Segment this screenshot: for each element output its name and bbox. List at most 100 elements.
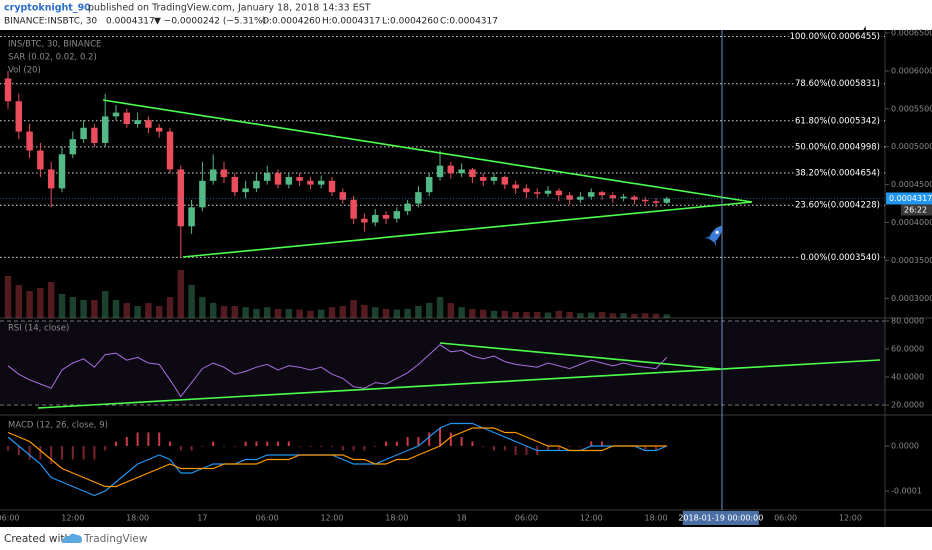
macd-histogram-bar xyxy=(352,446,355,451)
fib-label: 0.00%(0.0003540) xyxy=(800,253,880,263)
header-bg xyxy=(0,0,932,30)
footer-created: Created with xyxy=(4,533,71,545)
candle-body xyxy=(47,169,55,189)
volume-bar xyxy=(641,313,649,318)
volume-bar xyxy=(253,309,260,318)
volume-bar xyxy=(4,276,12,318)
macd-histogram-bar xyxy=(158,432,161,447)
rocket-icon xyxy=(704,225,722,247)
candle-body xyxy=(663,198,671,203)
volume-bar xyxy=(58,294,66,318)
rsi-band xyxy=(0,320,885,406)
volume-bar xyxy=(199,297,206,318)
volume-bar xyxy=(663,314,671,318)
countdown-bg xyxy=(901,204,932,216)
published: published on TradingView.com, January 18… xyxy=(88,3,371,14)
volume-bar xyxy=(566,312,573,318)
x-tick-label: 18:00 xyxy=(385,514,408,523)
fib-label: 78.60%(0.0005831) xyxy=(795,79,880,89)
candle-body xyxy=(490,177,498,181)
macd-histogram-bar xyxy=(579,446,582,447)
trendline xyxy=(439,342,721,370)
macd-title: MACD (12, 26, close, 9) xyxy=(8,421,108,431)
candle-body xyxy=(533,192,541,194)
rsi-tick-label: 80.0000 xyxy=(891,316,924,325)
volume-bar xyxy=(350,300,357,318)
candle-body xyxy=(123,112,131,124)
macd-histogram-bar xyxy=(514,446,517,456)
macd-histogram-bar xyxy=(255,441,258,447)
footer-brand[interactable]: TradingView xyxy=(83,533,148,545)
legend-item: SAR (0.02, 0.02, 0.2) xyxy=(8,53,97,63)
volume-bar xyxy=(361,304,368,318)
macd-histogram-bar xyxy=(385,441,388,447)
x-tick-label: 18:00 xyxy=(126,514,149,523)
volume-bar xyxy=(512,312,519,318)
rsi-tick-label: 20.0000 xyxy=(891,401,924,410)
change: ▼ −0.0000242 (−5.31%) xyxy=(154,17,266,27)
volume-bar xyxy=(242,307,249,318)
volume-bar xyxy=(577,313,584,318)
candle-body xyxy=(26,131,33,151)
candle-body xyxy=(58,154,66,189)
macd-histogram-bar xyxy=(28,446,31,460)
candle-body xyxy=(523,188,530,193)
macd-histogram-bar xyxy=(417,437,420,447)
fib-label: 61.80%(0.0005342) xyxy=(795,116,880,126)
macd-histogram-bar xyxy=(471,441,474,447)
candle-body xyxy=(80,127,87,140)
trendline xyxy=(37,359,881,409)
volume-bar xyxy=(80,300,87,318)
candle-body xyxy=(307,180,314,185)
candle-body xyxy=(361,218,368,223)
volume-bar xyxy=(339,306,347,318)
candle-body xyxy=(609,195,617,199)
macd-tick-label: 0.0000 xyxy=(891,442,919,451)
x-tick-label: 17 xyxy=(197,514,207,523)
volume-bar xyxy=(177,270,185,318)
candle-body xyxy=(274,173,282,185)
volume-bar xyxy=(469,309,476,318)
fib-label: 100.00%(0.0006455) xyxy=(790,32,880,42)
trendline xyxy=(182,201,753,258)
macd-histogram-bar xyxy=(449,432,452,447)
candle-body xyxy=(577,196,584,200)
macd-line xyxy=(7,422,668,497)
volume-bar xyxy=(371,307,379,318)
footer-logo xyxy=(62,533,82,543)
volume-bar xyxy=(393,309,401,318)
macd-histogram-bar xyxy=(439,428,442,447)
candle-body xyxy=(101,116,109,143)
footer-bg xyxy=(0,527,932,550)
macd-histogram-bar xyxy=(547,446,550,451)
y-tick-label: 0.0006500 xyxy=(891,29,932,38)
macd-histogram-bar xyxy=(190,446,193,451)
candle-body xyxy=(285,177,293,185)
candle-body xyxy=(350,199,357,219)
volume-bar xyxy=(15,285,23,318)
volume-bar xyxy=(145,303,152,318)
legend-item: INS/BTC, 30, BINANCE xyxy=(8,40,101,50)
rsi-title: RSI (14, close) xyxy=(8,324,69,334)
y-tick-label: 0.0003000 xyxy=(891,294,932,303)
candle-body xyxy=(69,139,77,155)
macd-histogram-bar xyxy=(428,432,431,447)
candle-body xyxy=(220,169,228,178)
macd-histogram-bar xyxy=(341,446,344,451)
candle-body xyxy=(382,214,390,219)
volume-bar xyxy=(37,288,44,318)
volume-bar xyxy=(328,307,336,318)
macd-histogram-bar xyxy=(179,446,182,451)
volume-bar xyxy=(501,310,509,318)
y-tick-label: 0.0005500 xyxy=(891,104,932,113)
volume-layer xyxy=(4,270,671,318)
candle-body xyxy=(15,101,23,132)
crosshair-label: 2018-01-19 00:00:00 xyxy=(678,514,763,523)
candle-body xyxy=(231,177,239,193)
author[interactable]: cryptoknight_90 xyxy=(4,3,91,14)
macd-histogram-bar xyxy=(644,446,647,451)
candle-body xyxy=(155,127,163,132)
volume-bar xyxy=(404,309,411,318)
macd-histogram-bar xyxy=(125,437,128,447)
volume-bar xyxy=(609,313,617,318)
